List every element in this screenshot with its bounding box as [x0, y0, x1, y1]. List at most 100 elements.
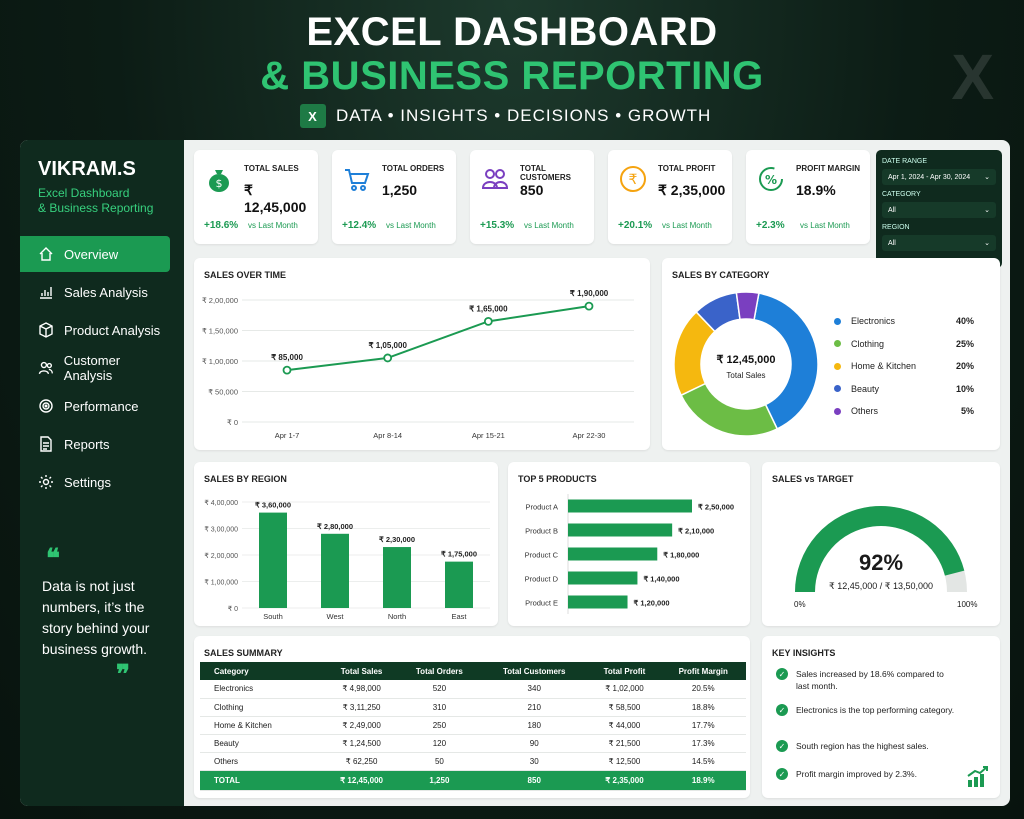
legend-value: 20% [955, 361, 974, 371]
kpi-vs-label: vs Last Month [524, 221, 574, 230]
table-row: Others ₹ 62,250 50 30 ₹ 12,500 14.5% [200, 752, 746, 771]
legend-swatch [834, 362, 841, 370]
pie-slice [680, 382, 779, 437]
kpi-value: ₹ 12,45,000 [244, 182, 307, 215]
sidebar-item-label: Product Analysis [64, 322, 161, 338]
kpi-change: +2.3% [756, 220, 785, 231]
legend-item: Clothing 25% [834, 339, 974, 349]
x-tick-label: Apr 15-21 [472, 431, 505, 440]
table-cell: 210 [480, 698, 589, 717]
x-tick-label: Apr 22-30 [573, 431, 606, 440]
insight-item: ✓ Profit margin improved by 2.3%. [776, 768, 956, 780]
sales-vs-target-card: SALES vs TARGET 92% ₹ 12,45,000 / ₹ 13,5… [762, 462, 1000, 626]
table-row: Electronics ₹ 4,98,000 520 340 ₹ 1,02,000 20.… [200, 680, 746, 699]
y-tick-label: ₹ 2,00,000 [204, 552, 238, 560]
sales-vs-target-gauge [795, 506, 967, 593]
bar [568, 547, 658, 561]
kpi-vs-label: vs Last Month [662, 221, 712, 230]
bar [445, 561, 473, 608]
sales-by-category-chart: ₹ 12,45,000 Total Sales [673, 291, 819, 437]
kpi-label: TOTAL ORDERS [382, 164, 445, 173]
region-select[interactable]: All ⌄ [882, 235, 996, 251]
table-row: Clothing ₹ 3,11,250 310 210 ₹ 58,500 18.8% [200, 698, 746, 717]
sidebar-item-label: Settings [64, 474, 111, 490]
table-header-cell: Total Sales [324, 662, 399, 680]
svg-text:₹: ₹ [629, 172, 638, 188]
kpi-total-orders[interactable]: TOTAL ORDERS 1,250 +12.4% vs Last Month [332, 150, 456, 244]
x-tick-label: West [327, 612, 345, 621]
region-value: All [888, 239, 896, 247]
sales-summary-table: Category Total Sales Total Orders Total Cus… [200, 662, 746, 791]
gear-icon [39, 475, 53, 489]
gauge-fill [795, 506, 965, 593]
pie-slice [753, 292, 819, 430]
table-cell: 14.5% [660, 752, 746, 771]
data-label: ₹ 1,40,000 [643, 575, 679, 584]
sales-by-category-card: SALES BY CATEGORY ₹ 12,45,000 Total Sales… [662, 258, 1000, 450]
x-tick-label: South [263, 612, 283, 621]
insight-item: ✓ South region has the highest sales. [776, 740, 956, 752]
table-header-cell: Total Customers [480, 662, 589, 680]
x-tick-label: North [388, 612, 406, 621]
kpi-total-profit[interactable]: ₹ TOTAL PROFIT ₹ 2,35,000 +20.1% vs Last… [608, 150, 732, 244]
legend-value: 5% [960, 406, 974, 416]
cart-icon [345, 169, 370, 191]
gauge-min: 0% [794, 600, 806, 609]
table-cell: ₹ 12,45,000 [324, 770, 399, 791]
table-cell: Electronics [200, 680, 325, 699]
data-label: ₹ 1,65,000 [469, 304, 508, 313]
kpi-profit-margin[interactable]: % PROFIT MARGIN 18.9% +2.3% vs Last Mont… [746, 150, 870, 244]
insight-text: Electronics is the top performing catego… [796, 705, 955, 715]
kpi-value: 1,250 [382, 182, 418, 198]
table-cell: 17.3% [660, 734, 746, 753]
sales-by-region-chart: ₹ 0 ₹ 1,00,000 ₹ 2,00,000 ₹ 3,00,000 ₹ 4,00,… [204, 499, 490, 621]
donut-center-label: Total Sales [726, 371, 765, 380]
sales-over-time-chart: ₹ 0 ₹ 50,000 ₹ 1,00,000 ₹ 1,50,000 ₹ 2,00,00… [202, 289, 634, 440]
table-header-cell: Profit Margin [660, 662, 746, 680]
legend-label: Others [851, 406, 879, 416]
card-title: SALES SUMMARY [204, 648, 283, 658]
data-label: ₹ 2,50,000 [698, 503, 734, 512]
gauge-max: 100% [957, 600, 978, 609]
kpi-total-sales[interactable]: $ TOTAL SALES ₹ 12,45,000 +18.6% vs Last… [194, 150, 318, 244]
brand-name: VIKRAM.S [38, 158, 136, 180]
table-cell: 520 [398, 680, 481, 699]
hero-tagline-row: X DATA • INSIGHTS • DECISIONS • GROWTH [300, 104, 740, 128]
table-cell: 250 [398, 716, 481, 735]
top-products-card: TOP 5 PRODUCTS Product A ₹ 2,50,000 Produc… [508, 462, 750, 626]
kpi-label: TOTAL CUSTOMERS [520, 164, 571, 182]
percent-icon: % [759, 167, 783, 191]
date-range-value: Apr 1, 2024 - Apr 30, 2024 [888, 173, 971, 181]
check-icon: ✓ [776, 768, 788, 780]
sidebar-item-product-analysis[interactable]: Product Analysis [20, 312, 170, 348]
growth-chart-icon [967, 766, 988, 787]
category-select[interactable]: All ⌄ [882, 202, 996, 218]
sidebar-item-sales-analysis[interactable]: Sales Analysis [20, 274, 170, 310]
table-row: Beauty ₹ 1,24,500 120 90 ₹ 21,500 17.3% [200, 734, 746, 753]
sidebar-item-settings[interactable]: Settings [20, 464, 170, 500]
data-label: ₹ 1,75,000 [441, 550, 477, 559]
y-tick-label: Product C [525, 551, 559, 560]
check-icon: ✓ [776, 704, 788, 716]
y-tick-label: Product B [525, 527, 558, 536]
table-cell: 30 [480, 752, 589, 771]
table-cell: Home & Kitchen [200, 716, 325, 735]
date-range-select[interactable]: Apr 1, 2024 - Apr 30, 2024 ⌄ [882, 169, 996, 185]
bar [568, 595, 628, 609]
table-cell: 17.7% [660, 716, 746, 735]
sidebar-item-performance[interactable]: Performance [20, 388, 170, 424]
svg-text:$: $ [216, 177, 223, 190]
kpi-total-customers[interactable]: TOTAL CUSTOMERS 850 +15.3% vs Last Month [470, 150, 594, 244]
card-title: SALES BY CATEGORY [672, 270, 770, 280]
rupee-icon: ₹ [620, 166, 646, 192]
table-cell: 850 [480, 770, 589, 791]
table-cell: ₹ 1,02,000 [588, 680, 661, 699]
data-point [282, 365, 292, 375]
users-icon [38, 361, 53, 375]
kpi-change: +18.6% [204, 220, 239, 231]
x-tick-label: Apr 1-7 [275, 431, 300, 440]
sidebar-item-customer-analysis[interactable]: Customer Analysis [20, 350, 170, 386]
sidebar: VIKRAM.S Excel Dashboard & Business Repor… [20, 140, 184, 806]
sidebar-item-reports[interactable]: Reports [20, 426, 170, 462]
sidebar-item-overview[interactable]: Overview [20, 236, 170, 272]
